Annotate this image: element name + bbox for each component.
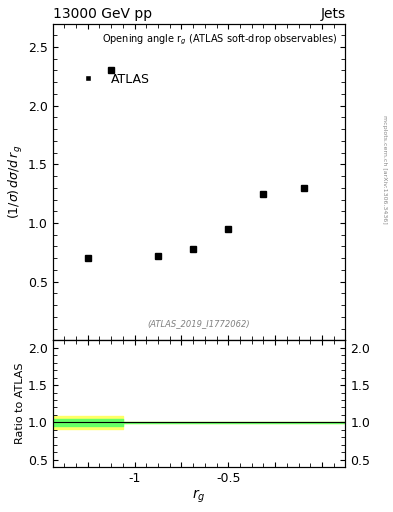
Text: 13000 GeV pp: 13000 GeV pp	[53, 7, 152, 21]
Text: mcplots.cern.ch [arXiv:1306.3436]: mcplots.cern.ch [arXiv:1306.3436]	[382, 115, 387, 223]
X-axis label: $r_g$: $r_g$	[192, 488, 206, 505]
Y-axis label: Ratio to ATLAS: Ratio to ATLAS	[15, 363, 25, 444]
Legend: ATLAS: ATLAS	[71, 68, 154, 91]
Y-axis label: $(1/\sigma)\,d\sigma/d\,r_g$: $(1/\sigma)\,d\sigma/d\,r_g$	[7, 145, 25, 219]
Text: Opening angle r$_g$ (ATLAS soft-drop observables): Opening angle r$_g$ (ATLAS soft-drop obs…	[101, 33, 337, 48]
Text: Jets: Jets	[320, 7, 345, 21]
Text: (ATLAS_2019_I1772062): (ATLAS_2019_I1772062)	[148, 318, 250, 328]
